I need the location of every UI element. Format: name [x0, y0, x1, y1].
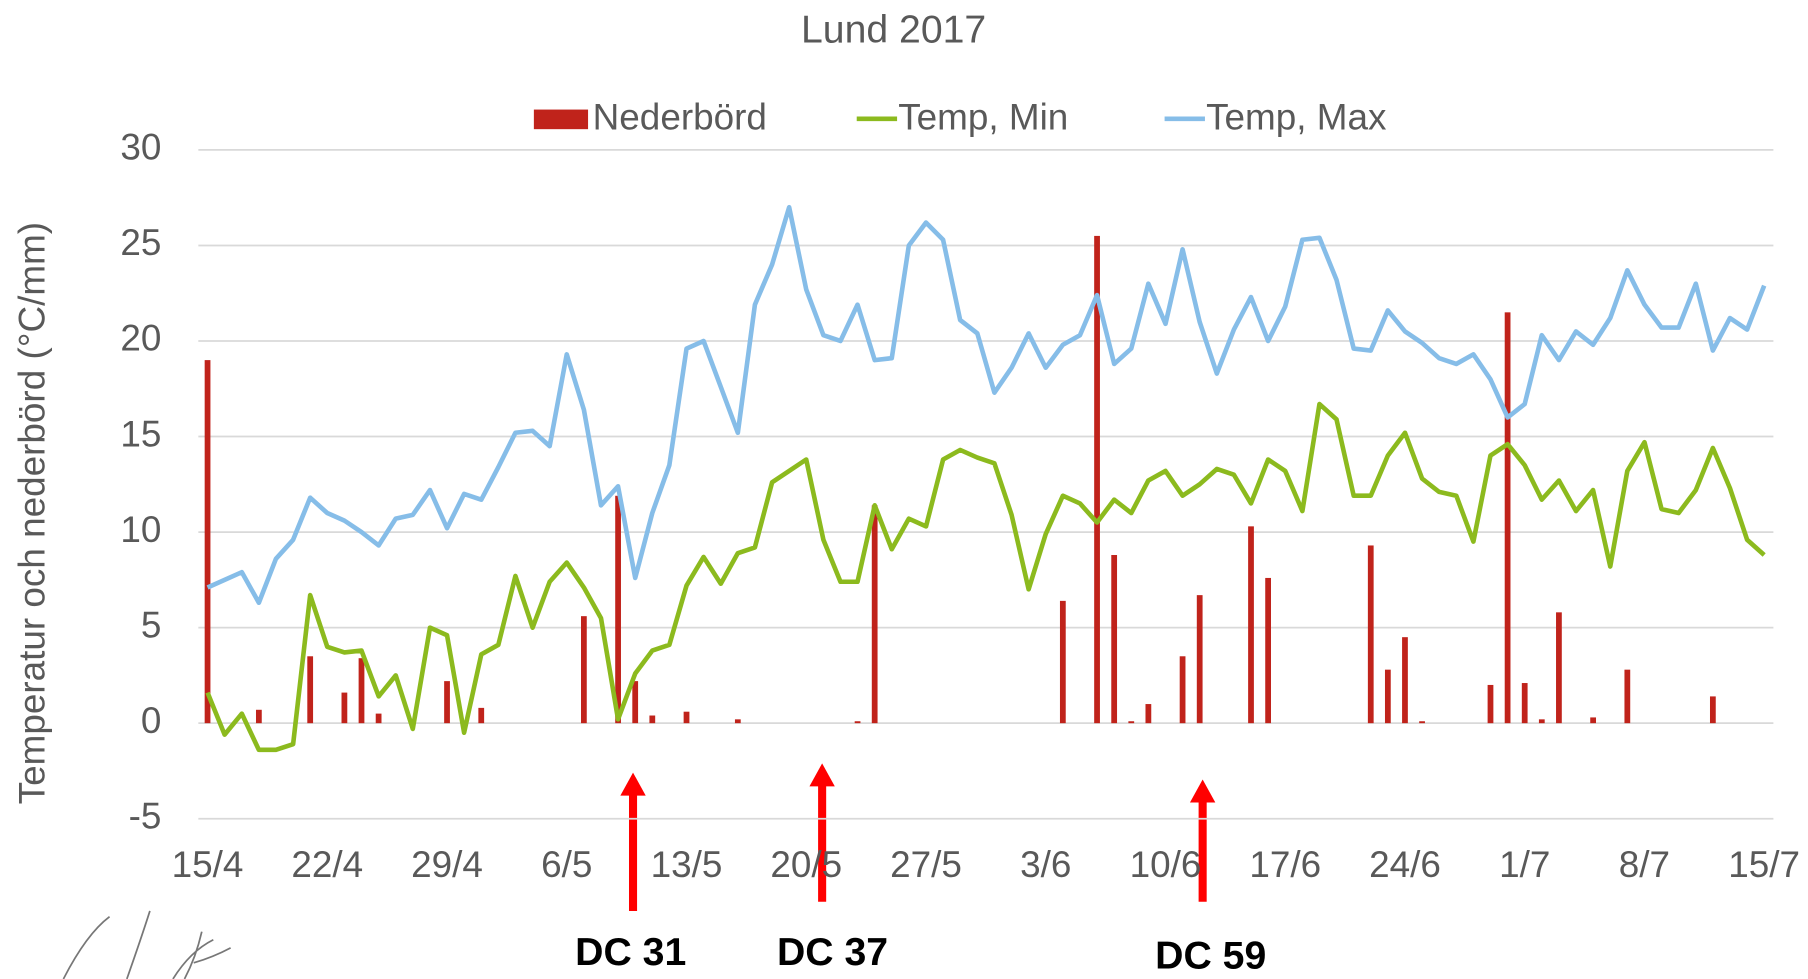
bar	[444, 681, 450, 723]
bar	[1111, 555, 1117, 723]
x-tick-label: 27/5	[890, 844, 962, 885]
bar	[1710, 696, 1716, 723]
grid	[198, 150, 1773, 819]
x-tick-label: 6/5	[541, 844, 592, 885]
bar	[1060, 601, 1066, 723]
x-tick-label: 8/7	[1619, 844, 1670, 885]
legend-label: Nederbörd	[593, 97, 767, 138]
annotation: DC 31	[575, 931, 686, 974]
bar	[872, 505, 878, 723]
x-tick-label: 10/6	[1130, 844, 1202, 885]
legend-label: Temp, Min	[898, 97, 1068, 138]
chart: Lund 2017 Temperatur och nederbörd (°C/m…	[0, 0, 1808, 979]
legend-swatch	[534, 110, 588, 130]
legend-label: Temp, Max	[1206, 97, 1387, 138]
bar	[684, 712, 690, 723]
bar	[1265, 578, 1271, 723]
annotation: DC 37	[777, 931, 888, 974]
y-tick-label: 20	[120, 318, 161, 359]
bar	[307, 656, 313, 723]
bar	[1197, 595, 1203, 723]
x-tick-label: 24/6	[1369, 844, 1441, 885]
bar	[1556, 612, 1562, 723]
x-tick-label: 15/7	[1728, 844, 1800, 885]
y-tick-label: 25	[120, 222, 161, 263]
arrow-head	[1190, 779, 1215, 802]
x-tick-label: 22/4	[291, 844, 363, 885]
bar	[1145, 704, 1151, 723]
bar	[1402, 637, 1408, 723]
chart-title: Lund 2017	[801, 9, 986, 52]
y-axis-title: Temperatur och nederbörd (°C/mm)	[11, 222, 52, 804]
bar	[855, 721, 861, 723]
bar	[359, 658, 365, 723]
bar	[1539, 719, 1545, 723]
y-tick-label: 30	[120, 127, 161, 168]
bar	[342, 693, 348, 724]
x-tick-label: 17/6	[1249, 844, 1321, 885]
bar	[1180, 656, 1186, 723]
bar	[205, 360, 211, 723]
logo-stroke	[127, 911, 150, 979]
bar	[649, 716, 655, 724]
x-tick-label: 20/5	[770, 844, 842, 885]
bar	[1505, 312, 1511, 723]
bar	[615, 496, 621, 723]
arrow-head	[620, 773, 645, 796]
bar	[376, 714, 382, 724]
y-tick-label: -5	[129, 795, 162, 836]
bar	[1488, 685, 1494, 723]
bar	[478, 708, 484, 723]
bar	[581, 616, 587, 723]
annotation: DC 59	[1155, 935, 1266, 978]
logo-stroke	[173, 932, 231, 979]
x-tick-label: 13/5	[651, 844, 723, 885]
y-tick-label: 5	[141, 604, 162, 645]
arrow-head	[809, 763, 834, 786]
bar	[1385, 670, 1391, 724]
page: {"chart_data":{"type":"combo","title":"L…	[0, 0, 1808, 979]
y-tick-label: 15	[120, 413, 161, 454]
bar	[1590, 717, 1596, 723]
bar	[1248, 526, 1254, 723]
line	[208, 207, 1765, 603]
bar	[1128, 721, 1134, 723]
bar	[1368, 545, 1374, 723]
logo-stroke	[63, 917, 109, 979]
x-tick-label: 29/4	[411, 844, 483, 885]
bar	[1624, 670, 1630, 724]
bar	[735, 719, 741, 723]
y-tick-label: 10	[120, 509, 161, 550]
y-tick-label: 0	[141, 700, 162, 741]
logo	[63, 911, 230, 979]
line	[208, 404, 1765, 750]
x-tick-label: 3/6	[1020, 844, 1071, 885]
x-tick-label: 15/4	[172, 844, 244, 885]
x-tick-label: 1/7	[1499, 844, 1550, 885]
bar	[256, 710, 262, 723]
bar	[1419, 721, 1425, 723]
bar	[632, 681, 638, 723]
bar	[1522, 683, 1528, 723]
